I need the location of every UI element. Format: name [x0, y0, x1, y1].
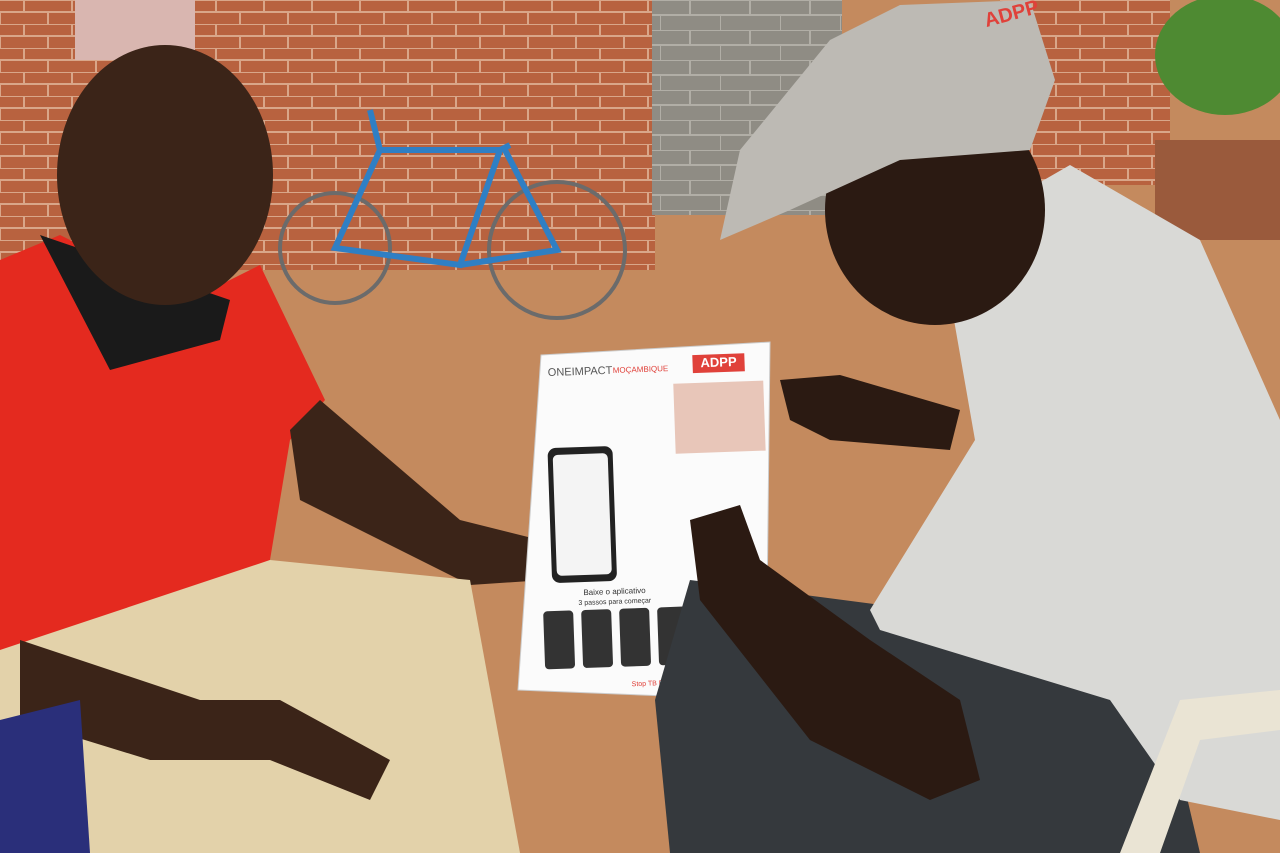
poster-partner: ADPP: [700, 354, 737, 370]
cap: [720, 0, 1055, 240]
chair: [1120, 690, 1280, 853]
head: [57, 45, 273, 305]
frame: [330, 109, 562, 269]
phone-step: [543, 610, 576, 670]
collar: [40, 235, 230, 370]
poster-download: Baixe o aplicativo: [583, 586, 646, 597]
poster-country: MOÇAMBIQUE: [613, 364, 669, 375]
wheel: [278, 191, 392, 305]
partner-badge: [692, 353, 745, 374]
mud-wall: [1155, 140, 1280, 240]
chair: [0, 700, 90, 853]
wheel: [487, 180, 627, 320]
tree: [1155, 0, 1280, 115]
poster-steps: 3 passos para começar: [578, 597, 652, 607]
bicycle: [278, 109, 627, 320]
red-shirt: [0, 235, 325, 660]
arm: [20, 640, 390, 800]
poster-photo: [673, 380, 766, 454]
arm: [690, 505, 980, 800]
phone-screen: [552, 453, 612, 576]
arm: [780, 375, 960, 450]
white-shirt: [870, 165, 1280, 820]
phone-step: [619, 607, 651, 667]
arm: [290, 400, 545, 585]
phone-step: [581, 609, 613, 668]
poster-brand: ONEIMPACT: [548, 365, 613, 379]
